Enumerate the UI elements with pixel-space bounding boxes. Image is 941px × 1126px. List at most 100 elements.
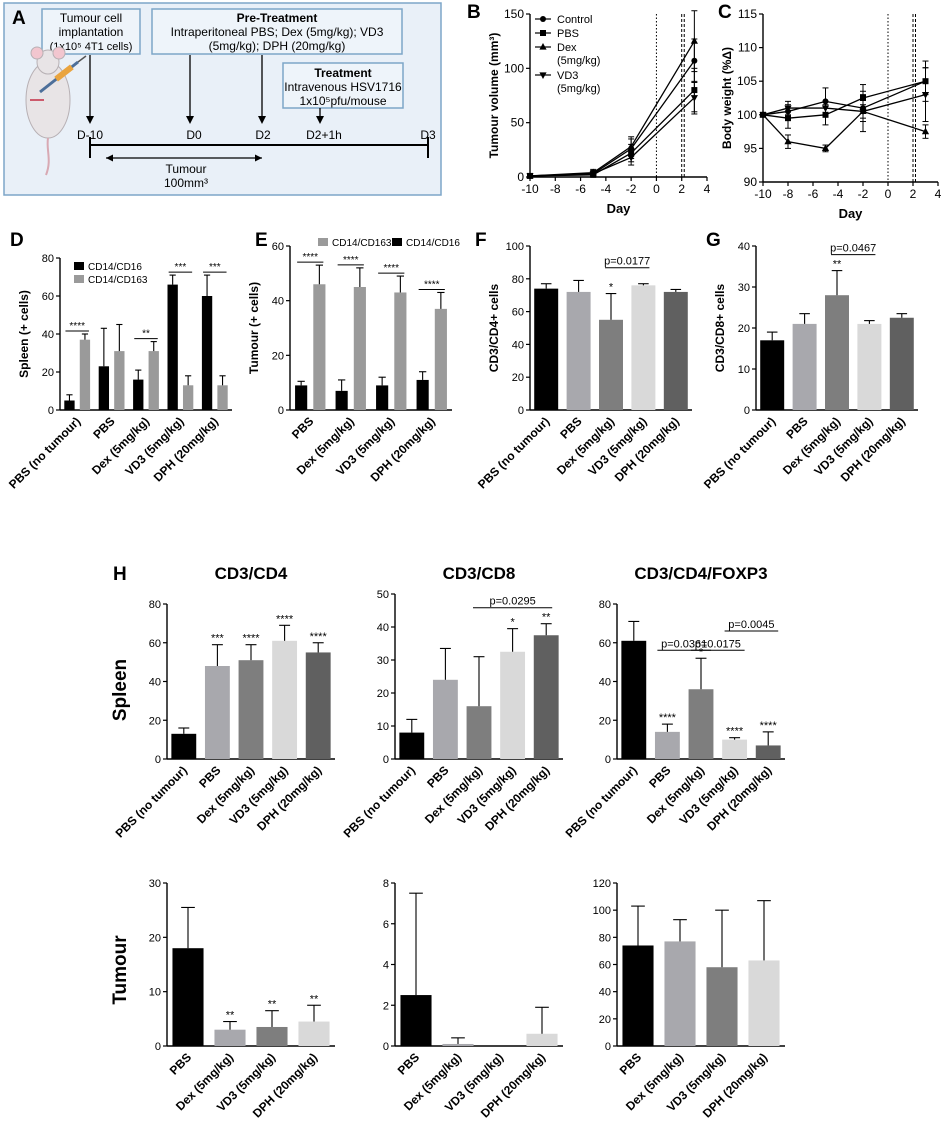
y-tick-label: 80 (599, 932, 611, 944)
bar-cd14-cd16 (133, 379, 144, 410)
series-line (529, 97, 695, 177)
y-tick-label: 20 (42, 367, 54, 379)
y-tick-label: 150 (504, 7, 524, 21)
y-tick-label: 0 (744, 405, 750, 417)
y-tick-label: 20 (512, 372, 524, 384)
implant-line-3: (1x10⁵ 4T1 cells) (50, 41, 133, 53)
bar (857, 323, 882, 410)
y-tick-label: 110 (738, 41, 757, 55)
marker-triangle-down (821, 105, 830, 113)
significance-stars: *** (211, 633, 225, 645)
significance-stars: ** (542, 612, 551, 624)
bar (466, 706, 492, 759)
y-tick-label: 60 (599, 960, 611, 972)
y-tick-label: 20 (149, 715, 161, 727)
y-tick-label: 10 (738, 364, 750, 376)
bar (654, 731, 680, 759)
legend-label: CD14/CD163 (88, 275, 148, 286)
bar (500, 651, 526, 759)
bar-cd14-cd16 (335, 390, 348, 410)
marker-triangle-down (921, 92, 930, 99)
category-label: PBS (no tumour) (475, 414, 552, 491)
bar (889, 317, 914, 410)
y-tick-label: 80 (42, 253, 54, 265)
marker-triangle-down (784, 105, 792, 113)
significance-stars: ** (142, 329, 150, 340)
marker-triangle (690, 37, 698, 44)
panel-letter-b: B (467, 2, 481, 23)
x-tick-label: -4 (833, 187, 844, 201)
timepoint-d3: D3 (420, 128, 436, 142)
y-tick-label: 0 (48, 405, 54, 417)
legend: Control PBS Dex (5mg/kg) VD3 (5mg/kg) (535, 14, 600, 95)
significance-stars: **** (383, 263, 399, 274)
bar (664, 941, 696, 1046)
bar-cd14-cd163 (114, 351, 125, 410)
x-tick-label: -4 (601, 182, 612, 196)
y-tick-label: 40 (599, 677, 611, 689)
significance-stars: * (699, 646, 704, 658)
legend-label: Control (557, 14, 592, 26)
marker-square (785, 115, 791, 122)
bar-cd14-cd16 (376, 385, 389, 410)
y-tick-label: 60 (272, 241, 284, 253)
x-tick-label: 2 (678, 182, 685, 196)
bar (533, 635, 559, 759)
x-tick-label: -6 (808, 187, 819, 201)
marker-triangle-down (690, 95, 698, 102)
bar (622, 945, 654, 1046)
significance-stars: ** (833, 259, 842, 271)
p-value-label: p=0.0361 (661, 638, 707, 650)
y-tick-label: 100 (593, 905, 611, 917)
marker-triangle (539, 43, 547, 50)
bar-cd14-cd16 (295, 385, 308, 410)
bar (399, 732, 425, 759)
series-pbs (760, 67, 929, 129)
pre-treatment-line-1: Intraperitoneal PBS; Dex (5mg/kg); VD3 (171, 25, 384, 39)
chart-g: 0 10 20 30 40 CD3/CD8+ cells ** PBS (no tumour)… (701, 241, 918, 492)
bar (526, 1033, 558, 1046)
legend-label: CD14/CD16 (406, 238, 460, 249)
y-tick-label: 0 (155, 754, 161, 766)
chart-f: 0 20 40 60 80 100 CD3/CD4+ cells * PBS (no tumou… (475, 241, 692, 492)
y-tick-label: 115 (738, 7, 757, 21)
y-tick-label: 60 (149, 638, 161, 650)
y-tick-label: 0 (155, 1041, 161, 1053)
marker-triangle-down (539, 72, 547, 79)
y-tick-label: 105 (737, 74, 757, 88)
bar (760, 340, 785, 410)
bar (171, 733, 197, 759)
y-tick-label: 8 (383, 878, 389, 890)
bar-cd14-cd163 (313, 284, 326, 410)
y-axis-title: Tumour (+ cells) (247, 282, 261, 374)
series-control (760, 60, 929, 123)
y-tick-label: 80 (512, 274, 524, 286)
y-tick-label: 10 (377, 721, 389, 733)
panel-letter-c: C (718, 2, 732, 23)
significance-stars: **** (310, 631, 328, 643)
bar-cd14-cd16 (167, 284, 178, 410)
bar (688, 689, 714, 759)
legend-swatch (392, 238, 402, 246)
bar (825, 295, 849, 410)
timepoint-d0: D0 (186, 128, 202, 142)
bar-cd14-cd16 (201, 296, 213, 410)
y-tick-label: 50 (511, 116, 525, 130)
y-tick-label: 40 (377, 622, 389, 634)
bar (755, 745, 781, 759)
category-label: PBS (no tumour) (701, 414, 778, 491)
bar-cd14-cd163 (182, 385, 194, 410)
y-tick-label: 0 (383, 754, 389, 766)
panel-letter-d: D (10, 230, 24, 251)
bar (256, 1026, 288, 1046)
bar (792, 323, 817, 410)
series-line (529, 60, 695, 177)
significance-stars: **** (760, 720, 778, 732)
bar (663, 291, 688, 410)
bar (172, 948, 204, 1046)
bar (631, 285, 656, 410)
implant-line-1: Tumour cell (60, 11, 122, 25)
y-axis-title: CD3/CD4+ cells (487, 283, 501, 372)
